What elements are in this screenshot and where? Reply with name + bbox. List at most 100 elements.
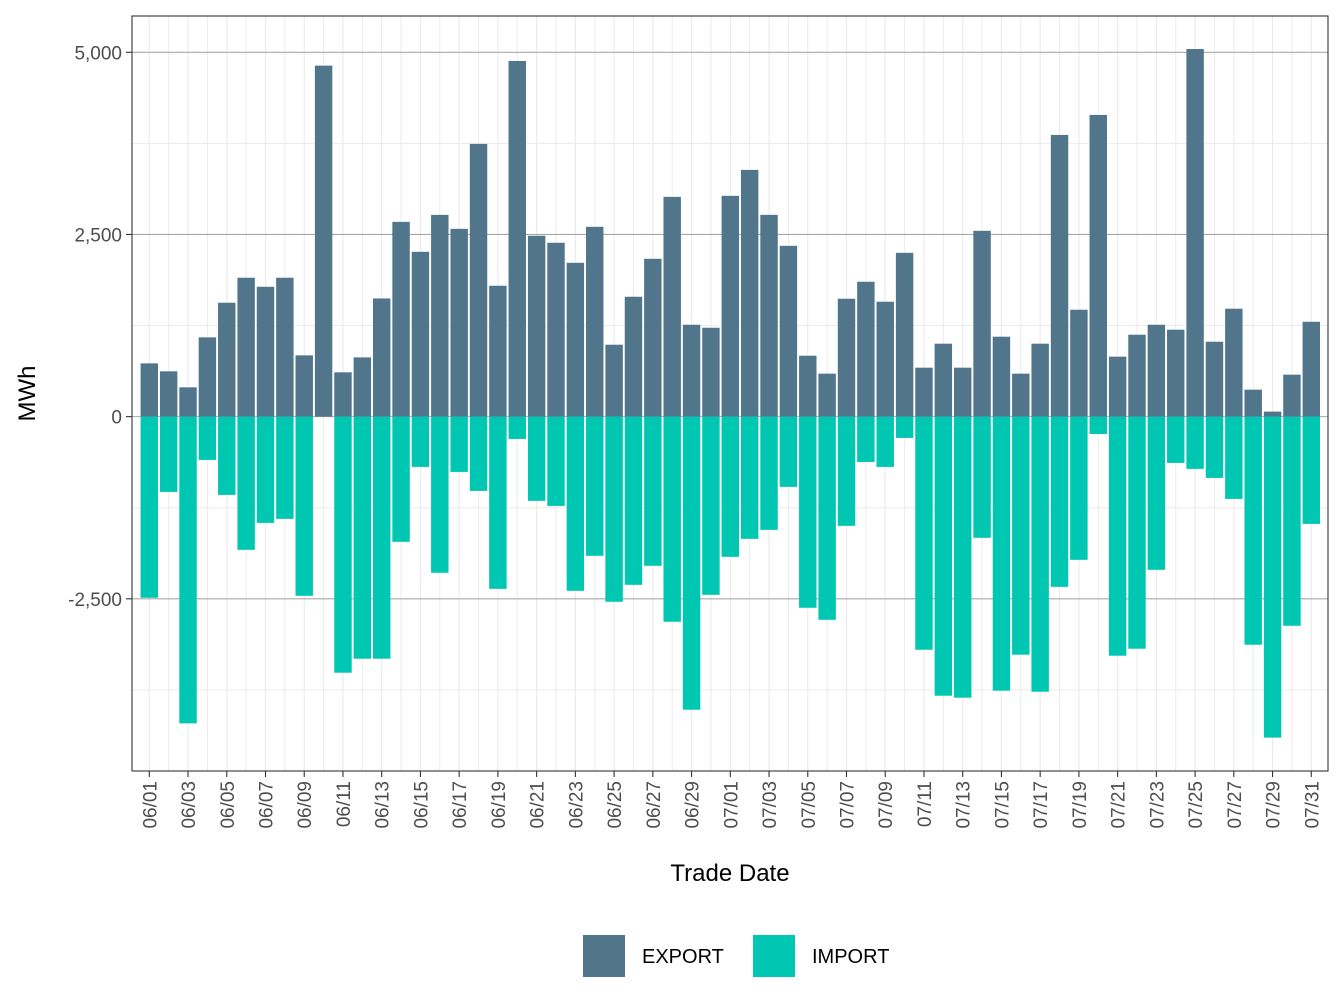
export-bar [198, 337, 217, 417]
import-bar [740, 416, 759, 539]
export-bar [934, 343, 953, 417]
export-bar [1012, 373, 1030, 417]
export-bar [256, 286, 275, 417]
import-bar [1225, 416, 1243, 499]
x-tick-label: 07/07 [838, 781, 859, 829]
export-bar [1186, 49, 1204, 417]
export-bar [1089, 114, 1107, 417]
export-bar [895, 252, 914, 417]
import-bar [431, 416, 449, 573]
export-bar [837, 298, 856, 417]
export-bar [760, 214, 778, 417]
export-bar [489, 285, 507, 417]
import-bar [353, 416, 372, 659]
import-bar [527, 416, 546, 501]
bars [140, 49, 1321, 738]
x-tick-label: 06/15 [411, 781, 432, 829]
export-bar [218, 302, 236, 417]
import-bar [198, 416, 217, 460]
export-bar [547, 242, 565, 417]
export-bar [237, 277, 255, 417]
import-bar [1302, 416, 1321, 524]
import-legend-label: IMPORT [812, 946, 889, 968]
export-bar [450, 228, 468, 417]
import-bar [624, 416, 643, 585]
export-bar [295, 355, 313, 417]
export-bar [1031, 343, 1049, 417]
export-bar [527, 235, 546, 417]
import-bar [837, 416, 856, 526]
import-bar [779, 416, 798, 487]
import-bar [1147, 416, 1166, 570]
import-bar [799, 416, 817, 608]
export-bar [702, 327, 720, 417]
x-tick-label: 07/09 [876, 781, 897, 829]
export-bar [140, 363, 159, 417]
x-tick-label: 07/25 [1186, 781, 1207, 829]
import-bar [682, 416, 701, 710]
import-bar [760, 416, 778, 530]
export-bar [779, 245, 798, 417]
export-bar [431, 214, 449, 417]
x-tick-label: 06/27 [644, 781, 665, 829]
export-bar [644, 258, 662, 417]
x-tick-label: 06/05 [218, 781, 239, 829]
export-bar [179, 387, 197, 417]
import-bar [1108, 416, 1127, 656]
x-tick-label: 06/13 [373, 781, 394, 829]
export-bar [857, 281, 875, 417]
import-bar [1050, 416, 1069, 587]
export-bar [411, 251, 430, 417]
x-tick-label: 07/21 [1109, 781, 1130, 829]
x-axis-title: Trade Date [670, 860, 789, 887]
import-bar [547, 416, 565, 506]
export-bar [624, 296, 643, 417]
import-bar [1283, 416, 1301, 626]
import-bar [1031, 416, 1049, 692]
import-bar [179, 416, 197, 724]
export-legend-swatch [583, 935, 625, 977]
export-bar [1205, 341, 1224, 417]
export-bar [392, 221, 410, 417]
y-tick-label: -2,500 [68, 590, 122, 611]
import-bar [644, 416, 662, 566]
import-bar [1070, 416, 1088, 560]
export-bar [314, 65, 333, 417]
import-bar [895, 416, 914, 438]
export-legend-label: EXPORT [642, 946, 724, 968]
x-tick-label: 06/03 [179, 781, 200, 829]
import-bar [256, 416, 275, 523]
y-tick-label: 5,000 [74, 43, 122, 64]
export-bar [276, 277, 294, 417]
export-bar [1302, 321, 1321, 417]
x-tick-label: 07/13 [954, 781, 975, 829]
x-tick-label: 06/17 [450, 781, 471, 829]
x-tick-label: 07/31 [1302, 781, 1323, 829]
x-tick-label: 07/17 [1031, 781, 1052, 829]
import-bar [586, 416, 604, 556]
import-bar [334, 416, 352, 673]
x-tick-label: 06/25 [605, 781, 626, 829]
import-bar [372, 416, 391, 659]
import-bar [1089, 416, 1107, 434]
import-bar [237, 416, 255, 550]
x-tick-label: 07/03 [760, 781, 781, 829]
x-tick-label: 06/19 [489, 781, 510, 829]
import-bar [1167, 416, 1185, 463]
x-tick-label: 06/29 [683, 781, 704, 829]
legend: EXPORT IMPORT [583, 935, 889, 977]
x-tick-label: 07/05 [799, 781, 820, 829]
import-bar [1012, 416, 1030, 655]
import-bar [721, 416, 740, 557]
export-bar [586, 226, 604, 417]
import-bar [566, 416, 585, 591]
import-bar [934, 416, 953, 696]
export-bar [1108, 356, 1127, 417]
import-bar [973, 416, 991, 538]
x-tick-label: 06/11 [334, 781, 355, 827]
export-bar [469, 143, 488, 417]
import-bar [392, 416, 410, 542]
export-bar [1147, 324, 1166, 417]
import-bar [1263, 416, 1282, 738]
import-bar [1186, 416, 1204, 469]
